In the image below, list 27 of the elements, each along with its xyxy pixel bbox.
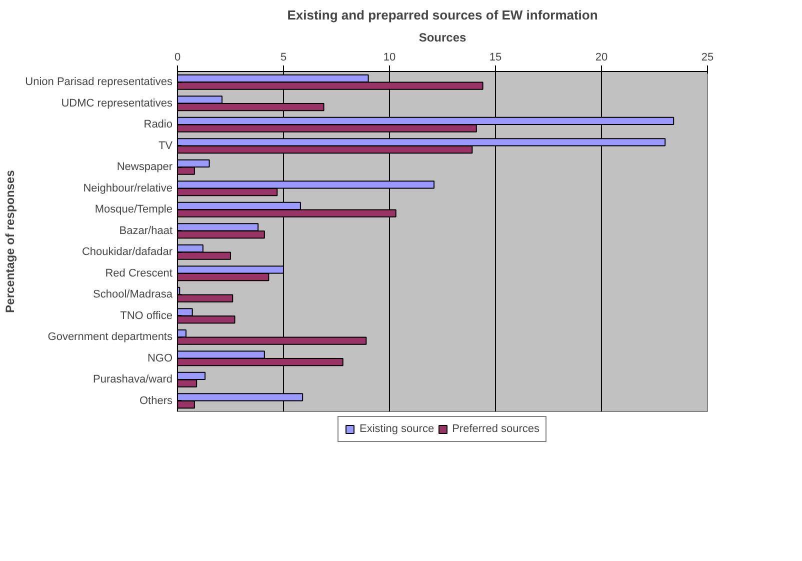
- x-tick-label: 0: [174, 52, 181, 64]
- y-axis-title: Percentage of responses: [3, 170, 18, 313]
- y-tick-label: Government departments: [48, 331, 173, 344]
- y-tick-label: Mosque/Temple: [94, 204, 173, 216]
- x-tick-label: 5: [280, 52, 287, 64]
- y-tick-label: NGO: [147, 352, 173, 364]
- x-tick-label: 10: [383, 52, 396, 64]
- y-tick-label: Radio: [144, 118, 173, 131]
- x-axis-title: Sources: [418, 30, 467, 44]
- y-tick-label: Neighbour/relative: [83, 182, 173, 194]
- legend-label: Existing source: [359, 423, 434, 435]
- chart-title: Existing and preparred sources of EW information: [287, 8, 598, 22]
- y-tick-label: UDMC representatives: [61, 97, 173, 110]
- y-tick-label: Others: [139, 394, 173, 407]
- y-tick-label: Choukidar/dafadar: [82, 246, 173, 258]
- y-tick-label: Bazar/haat: [119, 224, 172, 237]
- y-tick-label: School/Madrasa: [93, 288, 174, 301]
- y-tick-label: TNO office: [120, 310, 173, 322]
- y-tick-label: Red Crescent: [105, 267, 173, 280]
- x-tick-label: 15: [489, 52, 502, 64]
- y-tick-label: TV: [158, 140, 174, 152]
- x-tick-label: 25: [701, 52, 714, 64]
- x-tick-label: 20: [595, 52, 608, 64]
- y-tick-label: Newspaper: [116, 161, 173, 174]
- y-tick-label: Union Parisad representatives: [25, 76, 173, 88]
- y-tick-label: Purashava/ward: [93, 374, 173, 386]
- legend-label: Preferred sources: [452, 423, 540, 435]
